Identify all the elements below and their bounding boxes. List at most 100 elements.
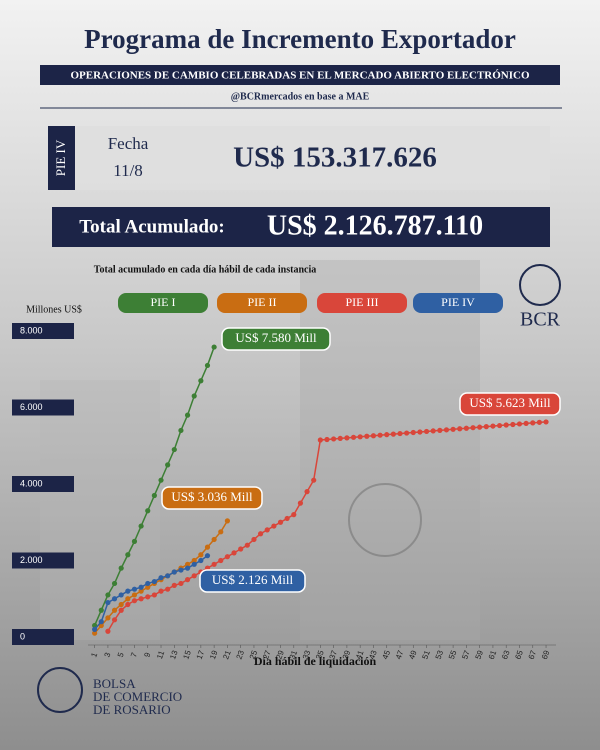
legend-item — [317, 293, 407, 313]
data-point — [291, 511, 297, 518]
title: Programa de Incremento Exportador — [84, 24, 516, 54]
x-tick-label: 67 — [527, 649, 539, 661]
data-point — [191, 561, 197, 567]
x-tick-label: 69 — [540, 649, 552, 661]
y-tick-box — [12, 476, 74, 492]
x-tick-label: 29 — [274, 649, 286, 661]
data-point — [218, 529, 224, 535]
data-point — [257, 531, 264, 537]
data-point — [251, 536, 257, 543]
data-point — [423, 428, 430, 435]
data-point — [377, 432, 383, 438]
data-point — [145, 580, 151, 587]
data-point — [218, 557, 224, 564]
data-point — [198, 552, 204, 558]
x-tick-label: 25 — [248, 649, 260, 661]
data-point — [344, 435, 350, 441]
end-label-box — [161, 486, 263, 510]
data-point — [304, 489, 310, 495]
data-point — [198, 378, 204, 384]
data-point — [331, 436, 337, 442]
data-point — [244, 542, 250, 548]
x-tick-label: 41 — [354, 649, 366, 661]
data-point — [284, 515, 290, 522]
end-label: US$ 5.623 Mill — [469, 395, 551, 410]
x-tick-label: 5 — [116, 651, 126, 659]
data-point — [145, 594, 151, 600]
data-point — [111, 607, 118, 613]
x-tick-label: 49 — [407, 649, 419, 661]
legend-item — [118, 293, 208, 313]
data-point — [211, 561, 217, 567]
data-point — [231, 550, 237, 556]
subtitle: OPERACIONES DE CAMBIO CELEBRADAS EN EL M… — [70, 70, 529, 82]
data-point — [138, 588, 144, 594]
data-point — [125, 552, 131, 558]
data-point — [530, 420, 536, 426]
data-point — [443, 427, 450, 433]
building — [300, 260, 480, 640]
data-point — [145, 508, 151, 514]
legend-label: PIE IV — [441, 295, 475, 309]
data-point — [191, 393, 197, 399]
data-point — [138, 596, 144, 602]
data-point — [410, 429, 416, 436]
footer-line: DE ROSARIO — [93, 702, 171, 717]
data-point — [111, 617, 118, 623]
data-point — [171, 582, 177, 588]
data-point — [271, 523, 277, 529]
data-point — [404, 430, 410, 436]
x-tick-label: 23 — [235, 649, 247, 661]
data-point — [125, 601, 131, 608]
y-tick-label: 6.000 — [20, 402, 43, 412]
x-tick-label: 21 — [221, 649, 233, 661]
x-tick-label: 17 — [195, 649, 207, 661]
data-point — [496, 422, 503, 429]
logo — [519, 264, 561, 306]
data-point — [118, 592, 124, 598]
data-point — [118, 607, 124, 613]
data-point — [397, 430, 403, 437]
data-point — [191, 557, 197, 564]
data-point — [151, 492, 157, 499]
data-point — [118, 601, 124, 608]
data-point — [543, 419, 549, 425]
legend-label: PIE I — [151, 295, 176, 309]
data-point — [125, 588, 131, 594]
end-label: US$ 2.126 Mill — [212, 572, 294, 587]
x-tick-label: 45 — [381, 649, 393, 661]
data-point — [224, 518, 231, 524]
data-point — [178, 567, 184, 573]
data-point — [105, 628, 111, 634]
day-box — [48, 126, 550, 190]
end-label-box — [221, 327, 331, 351]
x-axis-label: Día hábil de liquidación — [254, 654, 377, 668]
data-point — [131, 598, 138, 604]
x-tick-label: 65 — [513, 649, 525, 661]
x-tick-label: 31 — [288, 649, 300, 661]
data-point — [118, 565, 124, 571]
data-point — [184, 565, 191, 571]
data-point — [98, 607, 104, 613]
watermark — [348, 483, 422, 557]
data-point — [490, 423, 496, 429]
data-point — [211, 344, 217, 350]
data-point — [536, 419, 543, 425]
y-tick-label: 2.000 — [20, 555, 43, 565]
y-tick-box — [12, 629, 74, 645]
data-point — [437, 427, 443, 433]
data-point — [171, 446, 177, 453]
footer-line: DE COMERCIO — [93, 689, 182, 704]
x-tick-label: 3 — [103, 651, 113, 659]
data-point — [297, 500, 304, 506]
data-point — [158, 575, 164, 581]
data-point — [92, 630, 98, 636]
data-point — [503, 422, 509, 428]
data-point — [138, 584, 144, 590]
data-point — [264, 527, 270, 533]
data-point — [178, 427, 184, 434]
source: @BCRmercados en base a MAE — [231, 91, 370, 102]
data-point — [105, 592, 111, 598]
data-point — [184, 577, 191, 583]
x-tick-label: 35 — [314, 649, 326, 661]
